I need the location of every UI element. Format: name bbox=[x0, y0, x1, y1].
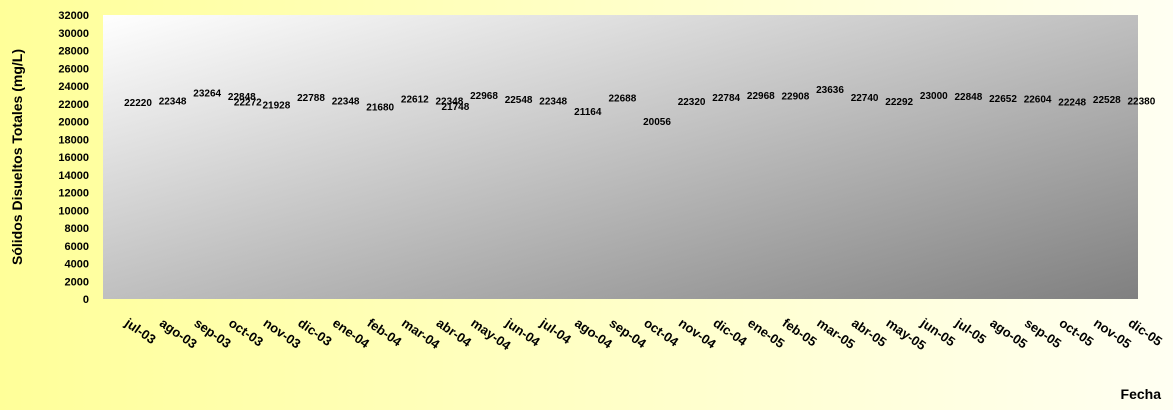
x-tick-label: dic-04 bbox=[710, 315, 750, 349]
y-tick-label: 26000 bbox=[58, 63, 89, 75]
data-label: 20056 bbox=[643, 117, 671, 128]
data-label: 22968 bbox=[747, 91, 775, 102]
data-label: 22848 bbox=[954, 92, 982, 103]
x-tick-label: ene-05 bbox=[745, 315, 787, 351]
x-tick-label: nov-04 bbox=[676, 315, 720, 352]
x-tick-label: jul-03 bbox=[121, 315, 158, 347]
y-tick-label: 28000 bbox=[58, 46, 89, 58]
x-tick-label: nov-03 bbox=[261, 315, 304, 351]
x-tick-label: mar-04 bbox=[399, 315, 443, 352]
data-label: 22548 bbox=[505, 95, 533, 106]
x-tick-label: oct-04 bbox=[641, 315, 682, 350]
y-tick-label: 4000 bbox=[65, 259, 89, 271]
data-label: 22348 bbox=[332, 97, 360, 108]
x-tick-label: dic-05 bbox=[1126, 315, 1165, 349]
y-tick-label: 18000 bbox=[58, 134, 89, 146]
x-axis-title: Fecha bbox=[1121, 386, 1162, 402]
data-label: 22292 bbox=[885, 97, 913, 108]
x-tick-label: ago-05 bbox=[987, 315, 1030, 351]
x-tick-label: sep-05 bbox=[1022, 315, 1064, 351]
y-tick-label: 12000 bbox=[58, 188, 89, 200]
x-tick-label: abr-04 bbox=[434, 315, 475, 350]
x-tick-label: dic-03 bbox=[295, 315, 334, 349]
plot-area bbox=[103, 15, 1138, 299]
x-tick-label: nov-05 bbox=[1091, 315, 1134, 351]
y-tick-label: 30000 bbox=[58, 28, 89, 40]
data-label: 22652 bbox=[989, 94, 1017, 105]
x-tick-label: mar-05 bbox=[814, 315, 858, 352]
x-tick-label: jul-05 bbox=[952, 315, 989, 347]
y-tick-label: 22000 bbox=[58, 99, 89, 111]
x-tick-label: oct-05 bbox=[1056, 315, 1096, 349]
y-tick-label: 24000 bbox=[58, 81, 89, 93]
data-label: 22908 bbox=[781, 92, 809, 103]
data-label: 23636 bbox=[816, 85, 844, 96]
data-label: 22528 bbox=[1093, 95, 1121, 106]
data-label: 22968 bbox=[470, 91, 498, 102]
data-label: 22740 bbox=[851, 93, 879, 104]
data-label: 21748 bbox=[441, 102, 469, 113]
data-label: 22788 bbox=[297, 93, 325, 104]
data-label: 22220 bbox=[124, 98, 152, 109]
x-tick-label: sep-04 bbox=[607, 315, 650, 351]
y-tick-label: 6000 bbox=[65, 241, 89, 253]
data-label: 22348 bbox=[435, 97, 463, 108]
x-tick-label: ene-04 bbox=[330, 315, 373, 351]
y-tick-label: 32000 bbox=[58, 10, 89, 22]
x-axis-ticks: jul-03ago-03sep-03oct-03nov-03dic-03ene-… bbox=[121, 315, 1165, 354]
x-tick-label: feb-04 bbox=[364, 315, 405, 350]
data-label: 22380 bbox=[1127, 96, 1155, 107]
x-tick-label: ago-04 bbox=[572, 315, 616, 352]
data-label: 21164 bbox=[574, 107, 602, 118]
y-tick-label: 0 bbox=[83, 294, 89, 306]
x-tick-label: ago-03 bbox=[157, 315, 200, 351]
x-tick-label: abr-05 bbox=[849, 315, 890, 350]
y-tick-label: 20000 bbox=[58, 117, 89, 129]
data-label: 22320 bbox=[678, 97, 706, 108]
y-tick-label: 10000 bbox=[58, 205, 89, 217]
y-tick-label: 8000 bbox=[65, 223, 89, 235]
data-label: 21928 bbox=[262, 100, 290, 111]
data-label: 23264 bbox=[193, 89, 221, 100]
data-label: 22784 bbox=[712, 93, 740, 104]
data-label: 22604 bbox=[1024, 94, 1052, 105]
x-tick-label: jul-04 bbox=[537, 315, 575, 348]
data-label: 22348 bbox=[539, 97, 567, 108]
y-axis-ticks: 0 2000 4000 6000 8000 10000 12000 14000 16000 180… bbox=[58, 10, 89, 306]
x-tick-label: oct-03 bbox=[226, 315, 266, 349]
data-label: 22688 bbox=[608, 94, 636, 105]
data-label: 22848 bbox=[228, 92, 256, 103]
data-label: 22612 bbox=[401, 94, 429, 105]
data-label: 22348 bbox=[159, 97, 187, 108]
x-tick-label: sep-03 bbox=[191, 315, 233, 351]
data-label: 22248 bbox=[1058, 98, 1086, 109]
x-tick-label: feb-05 bbox=[780, 315, 820, 349]
y-axis-title: Sólidos Disueltos Totales (mg/L) bbox=[9, 49, 25, 265]
y-tick-label: 16000 bbox=[58, 152, 89, 164]
y-tick-label: 2000 bbox=[65, 276, 89, 288]
data-label: 23000 bbox=[920, 91, 948, 102]
y-tick-label: 14000 bbox=[58, 170, 89, 182]
data-label: 22272 bbox=[234, 97, 262, 108]
data-label: 21680 bbox=[366, 103, 394, 114]
